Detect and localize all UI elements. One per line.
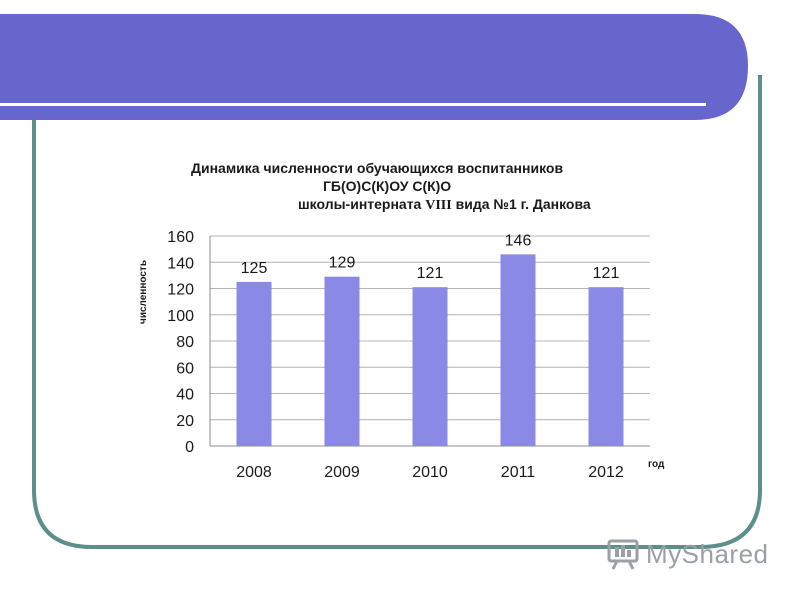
presentation-board-icon xyxy=(607,539,639,570)
data-label: 121 xyxy=(417,265,444,282)
x-tick-label: 2010 xyxy=(412,464,448,481)
y-tick-label: 120 xyxy=(167,282,194,299)
y-axis-title: численность xyxy=(138,260,149,324)
bar xyxy=(588,287,624,446)
chart-title-line-1: Динамика численности обучающихся воспита… xyxy=(191,160,564,176)
y-tick-label: 20 xyxy=(176,413,194,430)
y-tick-label: 40 xyxy=(176,387,194,404)
y-tick-label: 60 xyxy=(176,360,194,377)
x-tick-label: 2008 xyxy=(236,464,272,481)
x-tick-label: 2011 xyxy=(501,464,536,481)
data-label: 121 xyxy=(593,265,620,282)
x-axis-title: год xyxy=(648,459,665,470)
chart-title-line-3: школы-интерната VIII вида №1 г. Данкова xyxy=(298,196,591,214)
y-tick-label: 80 xyxy=(176,334,194,351)
slide-border xyxy=(32,75,762,549)
data-label: 146 xyxy=(505,232,532,249)
x-tick-label: 2009 xyxy=(324,464,360,481)
header-underline xyxy=(0,103,706,106)
bar xyxy=(324,276,360,446)
header-banner xyxy=(0,14,748,120)
y-tick-label: 100 xyxy=(167,308,194,325)
data-label: 129 xyxy=(329,255,356,272)
watermark-text: MyShared xyxy=(646,538,769,569)
chart-title-line-3-part-2: вида №1 г. Данкова xyxy=(451,196,591,212)
y-tick-label: 140 xyxy=(167,255,194,272)
chart-title-line-3-part-1: школы-интерната xyxy=(298,196,426,212)
chart-title-line-3-roman: VIII xyxy=(425,198,452,213)
watermark: MyShared xyxy=(606,536,769,572)
bar xyxy=(412,287,448,446)
bar xyxy=(500,254,536,446)
y-tick-label: 0 xyxy=(185,439,194,456)
y-tick-label: 160 xyxy=(167,229,194,246)
data-label: 125 xyxy=(241,260,268,277)
x-tick-label: 2012 xyxy=(588,464,624,481)
chart-title-line-2: ГБ(О)С(К)ОУ С(К)О xyxy=(323,178,452,194)
bar xyxy=(236,281,272,446)
